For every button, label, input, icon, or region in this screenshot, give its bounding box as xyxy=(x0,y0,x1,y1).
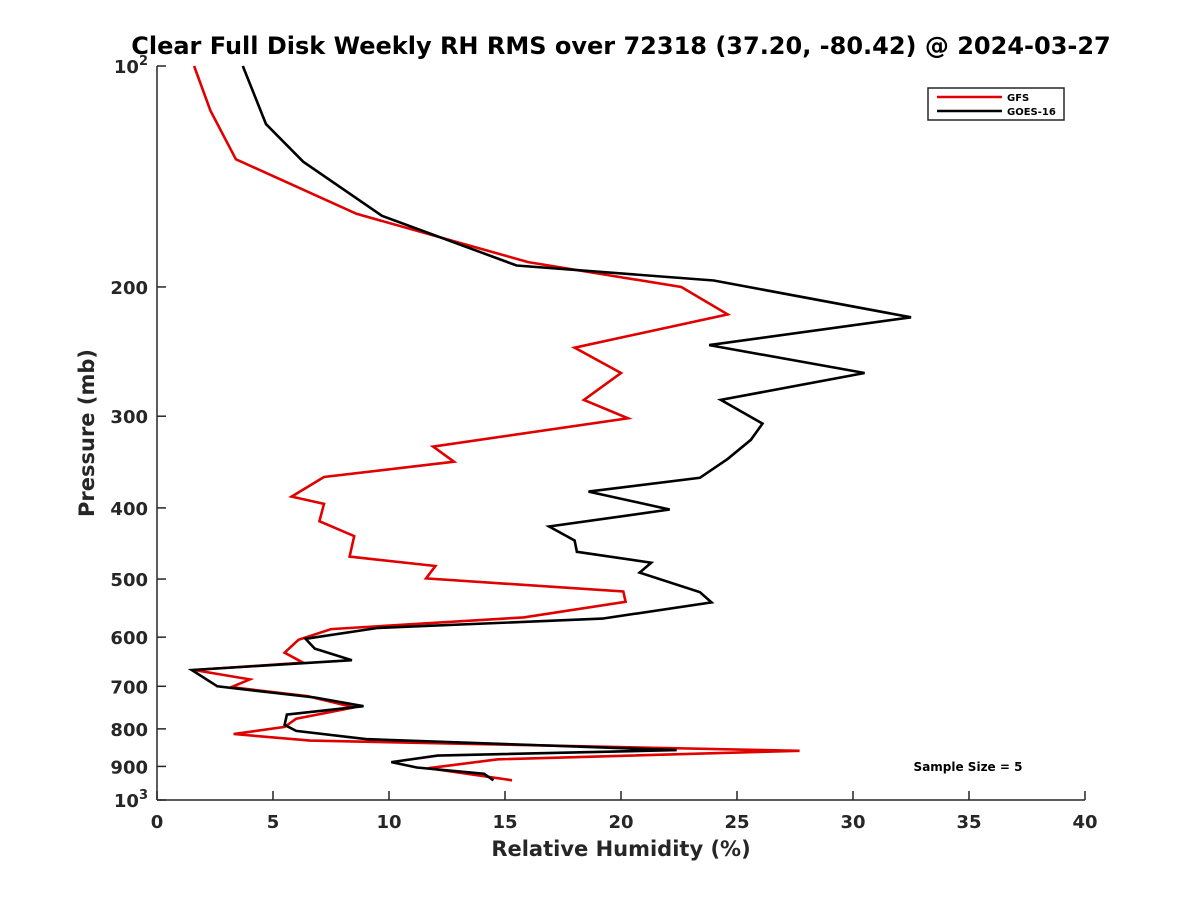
x-tick-label: 20 xyxy=(608,812,633,833)
x-tick-label: 15 xyxy=(492,812,517,833)
y-tick-label: 400 xyxy=(110,499,148,520)
y-tick-label: 600 xyxy=(110,628,148,649)
x-tick-label: 10 xyxy=(376,812,401,833)
x-tick-label: 25 xyxy=(724,812,749,833)
y-axis-label: Pressure (mb) xyxy=(75,349,99,517)
legend-label: GOES-16 xyxy=(1007,107,1056,118)
y-tick-label: 200 xyxy=(110,278,148,299)
legend-box xyxy=(927,87,1065,121)
y-tick-label: 103 xyxy=(114,788,148,812)
axes-layer: 0 5 10 15 20 25 30 35 40 102 200 300 400 500 600 700 800… xyxy=(110,54,1097,833)
y-tick-label: 700 xyxy=(110,677,148,698)
series-layer xyxy=(187,65,912,782)
x-tick-label: 0 xyxy=(151,812,164,833)
chart-title: Clear Full Disk Weekly RH RMS over 72318… xyxy=(131,32,1111,60)
series-line-goes-16 xyxy=(187,65,912,782)
y-tick-label: 800 xyxy=(110,720,148,741)
legend: GFS GOES-16 xyxy=(927,87,1065,121)
legend-label: GFS xyxy=(1007,93,1029,104)
x-tick-label: 35 xyxy=(956,812,981,833)
x-tick-label: 5 xyxy=(267,812,280,833)
y-tick-label: 300 xyxy=(110,407,148,428)
y-tick-label: 900 xyxy=(110,757,148,778)
series-line-gfs xyxy=(192,65,800,782)
y-tick-label: 102 xyxy=(114,54,148,78)
y-tick-label: 500 xyxy=(110,570,148,591)
x-tick-label: 40 xyxy=(1072,812,1097,833)
sample-size-annotation: Sample Size = 5 xyxy=(914,760,1023,774)
x-axis-label: Relative Humidity (%) xyxy=(491,837,750,861)
x-tick-label: 30 xyxy=(840,812,865,833)
